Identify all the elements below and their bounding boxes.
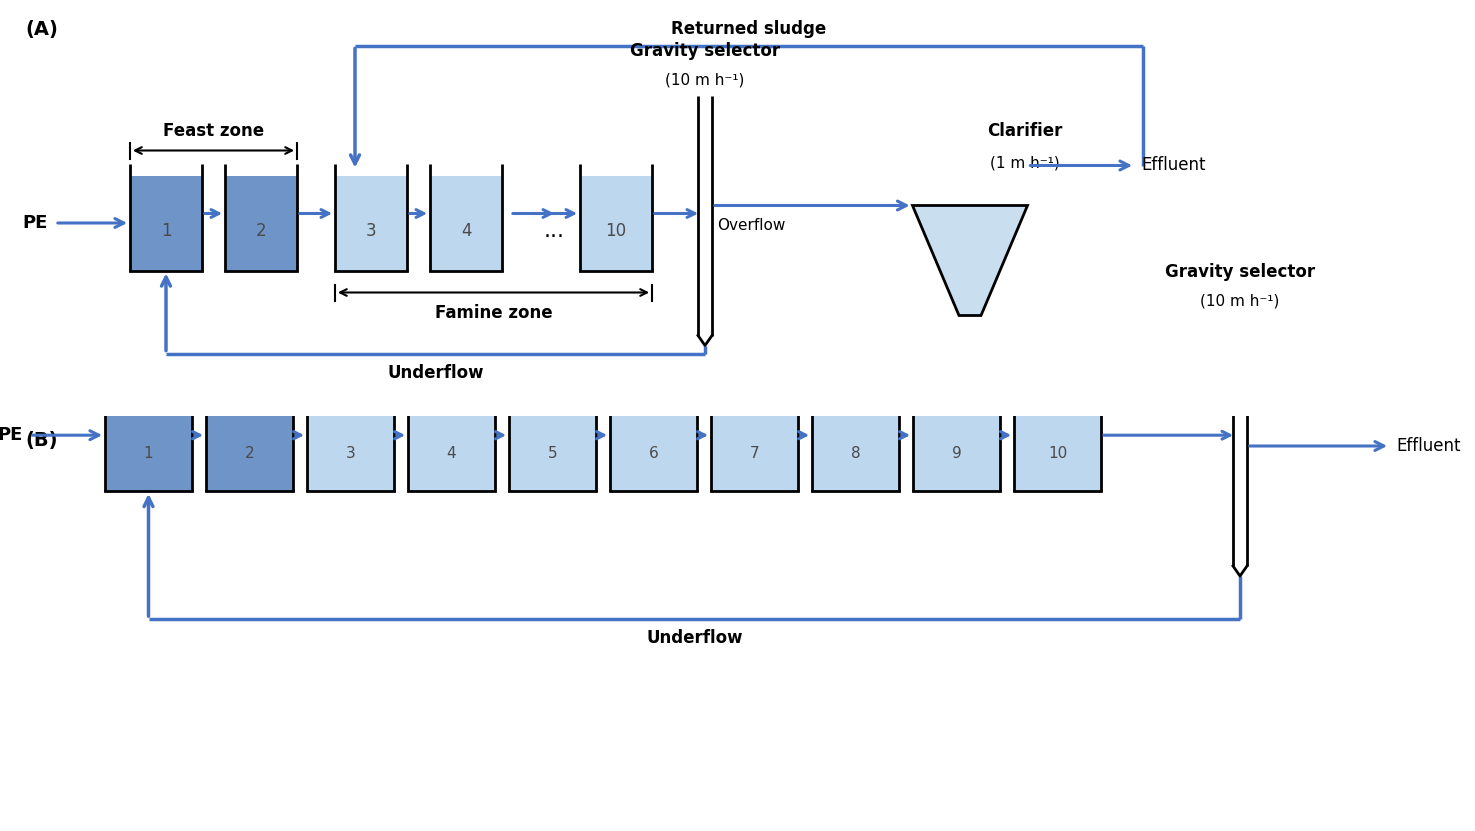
Text: 4: 4 <box>447 445 456 460</box>
Bar <box>611 401 698 491</box>
Text: 3: 3 <box>366 222 376 239</box>
Bar <box>580 175 652 271</box>
Text: Gravity selector: Gravity selector <box>630 42 780 61</box>
Bar <box>409 401 496 491</box>
Bar <box>431 175 502 271</box>
Text: 4: 4 <box>460 222 471 239</box>
Text: 8: 8 <box>851 445 860 460</box>
Text: 7: 7 <box>749 445 760 460</box>
Text: Returned sludge: Returned sludge <box>671 21 826 38</box>
Text: 2: 2 <box>245 445 254 460</box>
Text: Clarifier: Clarifier <box>987 122 1062 140</box>
Text: 6: 6 <box>649 445 658 460</box>
Text: Effluent: Effluent <box>1395 437 1460 455</box>
Text: Overflow: Overflow <box>717 218 785 233</box>
Polygon shape <box>913 205 1028 316</box>
Text: Gravity selector: Gravity selector <box>1165 263 1316 281</box>
Text: Feast zone: Feast zone <box>162 122 264 140</box>
Bar <box>913 401 1000 491</box>
Bar <box>1013 401 1100 491</box>
Text: PE: PE <box>22 214 49 232</box>
Bar <box>105 401 192 491</box>
Text: (A): (A) <box>25 21 58 40</box>
Text: (1 m h⁻¹): (1 m h⁻¹) <box>990 155 1061 170</box>
Text: 10: 10 <box>1047 445 1066 460</box>
Text: (10 m h⁻¹): (10 m h⁻¹) <box>665 72 745 87</box>
Text: Famine zone: Famine zone <box>435 304 552 322</box>
Text: PE: PE <box>0 426 24 445</box>
Text: 3: 3 <box>345 445 355 460</box>
Text: ...: ... <box>543 220 565 241</box>
Text: 1: 1 <box>161 222 171 239</box>
Bar <box>711 401 798 491</box>
Text: 2: 2 <box>255 222 267 239</box>
Text: Underflow: Underflow <box>646 629 742 647</box>
Text: (B): (B) <box>25 431 58 450</box>
Text: 9: 9 <box>951 445 962 460</box>
Bar <box>226 175 296 271</box>
Text: 5: 5 <box>547 445 558 460</box>
Text: Underflow: Underflow <box>388 363 484 381</box>
Bar <box>509 401 596 491</box>
Text: 10: 10 <box>605 222 627 239</box>
Bar <box>307 401 394 491</box>
Bar <box>813 401 898 491</box>
Bar <box>130 175 202 271</box>
Bar <box>335 175 407 271</box>
Text: (10 m h⁻¹): (10 m h⁻¹) <box>1201 293 1280 308</box>
Text: Effluent: Effluent <box>1142 156 1205 175</box>
Bar <box>207 401 294 491</box>
Text: 1: 1 <box>143 445 153 460</box>
